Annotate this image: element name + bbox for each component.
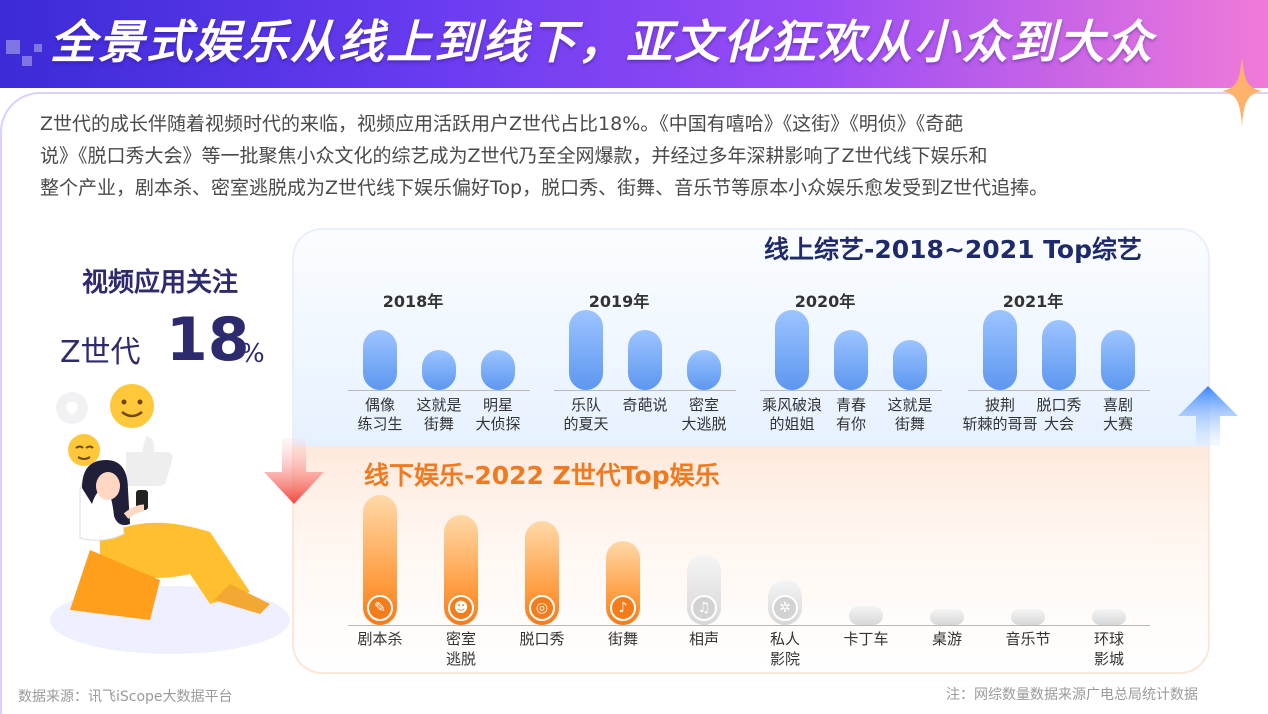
dancer-icon: ♪	[610, 595, 636, 621]
title-band	[0, 0, 1268, 88]
bar-label: 脱口秀	[519, 630, 565, 648]
x-axis-line	[348, 625, 1150, 626]
bar	[834, 330, 868, 390]
bar	[1042, 320, 1076, 390]
feather-icon: ✎	[367, 595, 393, 621]
bar-label: 披荆 斩棘的哥哥	[962, 396, 1038, 433]
bar-label: 这就是 街舞	[416, 396, 462, 433]
data-note: 注：网综数量数据来源广电总局统计数据	[946, 687, 1198, 703]
bar	[1101, 330, 1135, 390]
bar-label: 卡丁车	[843, 630, 889, 648]
year-label: 2021年	[1002, 292, 1064, 311]
bar-label: 剧本杀	[357, 630, 403, 648]
x-axis-line	[760, 390, 942, 391]
bar	[481, 350, 515, 390]
bar-label: 密室 逃脱	[445, 630, 476, 668]
wink-emoji-icon	[68, 434, 100, 466]
year-label: 2019年	[588, 292, 650, 311]
x-axis-line	[348, 390, 530, 391]
film-reel-icon: ✲	[772, 595, 798, 621]
bar-label: 乐队 的夏天	[563, 396, 609, 433]
bar-label: 环球 影城	[1093, 630, 1124, 668]
bar	[1011, 609, 1045, 625]
side-stat: Z世代 18 %	[60, 305, 280, 385]
bar-label: 明星 大侦探	[475, 396, 521, 433]
thumbs-up-icon	[126, 436, 173, 486]
bar-label: 青春 有你	[835, 396, 866, 433]
bar-label: 私人 影院	[769, 630, 800, 668]
sparkle-icon	[1222, 56, 1262, 126]
bar	[628, 330, 662, 390]
arrow-up-icon	[1178, 386, 1238, 446]
intro-line: Z世代的成长伴随着视频时代的来临，视频应用活跃用户Z世代占比18%。《中国有嘻哈…	[40, 113, 964, 135]
bar-label: 这就是 街舞	[887, 396, 933, 433]
decor-square	[6, 40, 20, 54]
bar-label: 奇葩说	[622, 396, 668, 414]
bar	[849, 605, 883, 625]
stat-value: 18	[166, 305, 250, 375]
mouth-icon: ◎	[529, 595, 555, 621]
x-axis-line	[554, 390, 736, 391]
intro-text: Z世代的成长伴随着视频时代的来临，视频应用活跃用户Z世代占比18%。《中国有嘻哈…	[40, 108, 1230, 204]
devil-face-icon: ☻	[448, 595, 474, 621]
offline-chart-title: 线下娱乐-2022 Z世代Top娱乐	[364, 461, 720, 490]
bar-label: 喜剧 大赛	[1102, 396, 1133, 433]
bar-label: 相声	[688, 630, 719, 648]
bar	[893, 340, 927, 390]
intro-line: 整个产业，剧本杀、密室逃脱成为Z世代线下娱乐偏好Top，脱口秀、街舞、音乐节等原…	[40, 177, 1049, 199]
arrow-down-icon	[264, 438, 324, 504]
year-label: 2020年	[794, 292, 856, 311]
bar	[687, 350, 721, 390]
decor-square	[34, 44, 42, 52]
girl-with-phone-illustration	[50, 384, 290, 654]
data-source: 数据来源：讯飞iScope大数据平台	[18, 689, 233, 705]
bar	[1092, 609, 1126, 625]
stat-unit: %	[240, 339, 265, 369]
bar	[363, 330, 397, 390]
bar-label: 脱口秀 大会	[1036, 396, 1082, 433]
stat-label: Z世代	[60, 335, 141, 370]
year-label: 2018年	[382, 292, 444, 311]
bar-label: 密室 大逃脱	[681, 396, 727, 433]
bar	[569, 310, 603, 390]
page-title: 全景式娱乐从线上到线下，亚文化狂欢从小众到大众	[50, 15, 1154, 69]
bar-label: 音乐节	[1005, 630, 1051, 648]
intro-line: 说》《脱口秀大会》等一批聚焦小众文化的综艺成为Z世代乃至全网爆款，并经过多年深耕…	[40, 145, 988, 167]
bar-label: 乘风破浪 的姐姐	[761, 396, 822, 433]
bar	[775, 310, 809, 390]
bar	[422, 350, 456, 390]
side-title: 视频应用关注	[81, 268, 238, 298]
bar-label: 街舞	[607, 630, 638, 648]
bar-label: 桌游	[931, 630, 962, 648]
smile-emoji-icon	[110, 384, 154, 428]
x-axis-line	[968, 390, 1150, 391]
bar	[983, 310, 1017, 390]
bar-label: 偶像 练习生	[357, 396, 403, 433]
microphone-icon: ♫	[691, 595, 717, 621]
decor-square	[22, 56, 32, 66]
bar	[930, 609, 964, 625]
online-chart-title: 线上综艺-2018~2021 Top综艺	[764, 235, 1142, 264]
